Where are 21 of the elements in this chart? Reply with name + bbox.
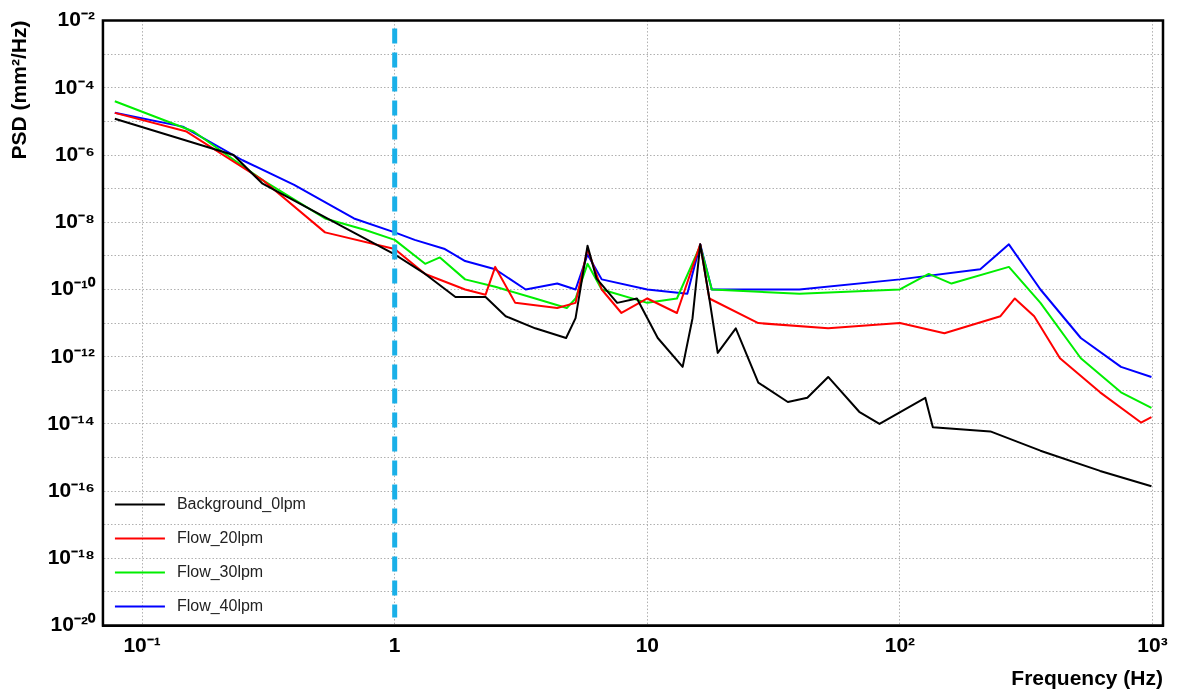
legend-label: Flow_20lpm xyxy=(176,529,264,548)
y-tick-label: 10⁻¹⁶ xyxy=(47,477,95,501)
x-tick-label: 10⁻¹ xyxy=(123,633,161,656)
y-tick-label: 10⁻¹⁰ xyxy=(50,276,96,300)
y-tick-label: 10⁻² xyxy=(57,7,95,31)
y-tick-label: 10⁻²⁰ xyxy=(50,612,96,636)
y-tick-label: 10⁻⁴ xyxy=(54,74,95,98)
x-axis-title: Frequency (Hz) xyxy=(1011,666,1163,690)
legend-label: Background_0lpm xyxy=(176,495,306,514)
y-axis-title: PSD (mm²/Hz) xyxy=(7,20,31,160)
y-tick-label: 10⁻¹⁸ xyxy=(47,545,95,569)
y-tick-label: 10⁻⁶ xyxy=(54,141,95,165)
x-tick-label: 10 xyxy=(635,633,659,656)
y-tick-label: 10⁻¹⁴ xyxy=(47,410,95,434)
y-tick-label: 10⁻⁸ xyxy=(54,209,95,233)
legend-label: Flow_40lpm xyxy=(176,597,264,616)
legend-label: Flow_30lpm xyxy=(176,563,264,582)
x-tick-label: 1 xyxy=(388,633,401,656)
x-tick-label: 10² xyxy=(884,633,916,656)
x-tick-label: 10³ xyxy=(1137,633,1168,656)
y-tick-label: 10⁻¹² xyxy=(50,343,95,367)
